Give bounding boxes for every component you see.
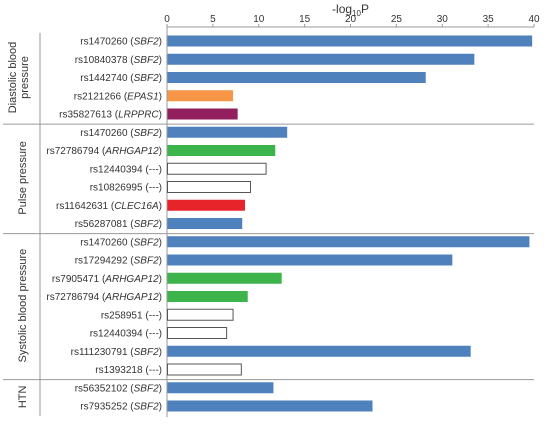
group-label: Pulse pressure [17,141,29,214]
row-labels: rs1470260 (SBF2) rs10840378 (SBF2) rs14427… [46,37,162,413]
bar [167,382,274,394]
row-label: rs56352102 (SBF2) [75,383,162,394]
row-label: rs1442740 (SBF2) [80,73,162,84]
row-label: rs17294292 (SBF2) [75,256,162,267]
row-label: rs7905471 (ARHGAP12) [52,274,162,285]
x-tick-label: 20 [345,14,357,25]
x-tick-label: 15 [299,14,311,25]
row-label: rs1470260 (SBF2) [80,37,162,48]
x-tick-label: 35 [483,14,495,25]
row-label: rs72786794 (ARHGAP12) [46,292,162,303]
bar [167,53,475,65]
row-label: rs2121266 (EPAS1) [74,91,162,102]
group-label: HTN [17,386,29,409]
bar [167,199,245,211]
group-labels: Diastolic bloodpressure Pulse pressure Sys… [3,32,534,417]
row-label: rs12440394 (---) [90,329,162,340]
bar [167,108,238,120]
row-label: rs10840378 (SBF2) [75,55,162,66]
row-label: rs258951 (---) [101,310,162,321]
group-label: Systolic blood pressure [17,249,29,363]
bar [167,72,426,83]
bar [167,327,228,339]
bar [167,345,471,357]
x-tick-label: 40 [528,14,540,25]
bar [167,181,251,193]
bar [167,90,234,102]
bar [167,236,530,248]
bar [167,400,373,412]
row-label: rs1470260 (SBF2) [80,237,162,248]
bar [167,308,234,321]
bar [167,291,248,302]
row-label: rs1393218 (---) [95,365,162,376]
x-tick-label: 30 [437,14,449,25]
row-label: rs11642631 (CLEC16A) [56,201,162,212]
row-label: rs10826995 (---) [90,183,162,194]
x-tick-label: 5 [210,14,216,25]
bar [167,35,533,47]
bar [167,162,267,175]
row-label: rs7935252 (SBF2) [80,402,162,413]
bar [167,254,453,266]
bars [167,35,533,412]
bar [167,272,282,284]
row-label: rs12440394 (---) [90,164,162,175]
x-tick-label: 10 [253,14,265,25]
row-label: rs56287081 (SBF2) [75,219,162,230]
row-label: rs111230791 (SBF2) [71,347,162,358]
bar [167,126,288,138]
bar [167,218,243,229]
bar [167,363,242,376]
row-label: rs35827613 (LRPPRC) [59,110,162,121]
x-tick-label: 0 [164,14,170,25]
x-tick-label: 25 [391,14,403,25]
x-axis-title: -log10P [332,2,369,18]
group-label: Diastolic bloodpressure [7,42,31,114]
row-label: rs72786794 (ARHGAP12) [46,146,162,157]
bar [167,145,276,156]
row-label: rs1470260 (SBF2) [80,128,162,139]
x-axis: -log10P 0 5 10 15 20 25 30 35 40 [164,2,540,418]
